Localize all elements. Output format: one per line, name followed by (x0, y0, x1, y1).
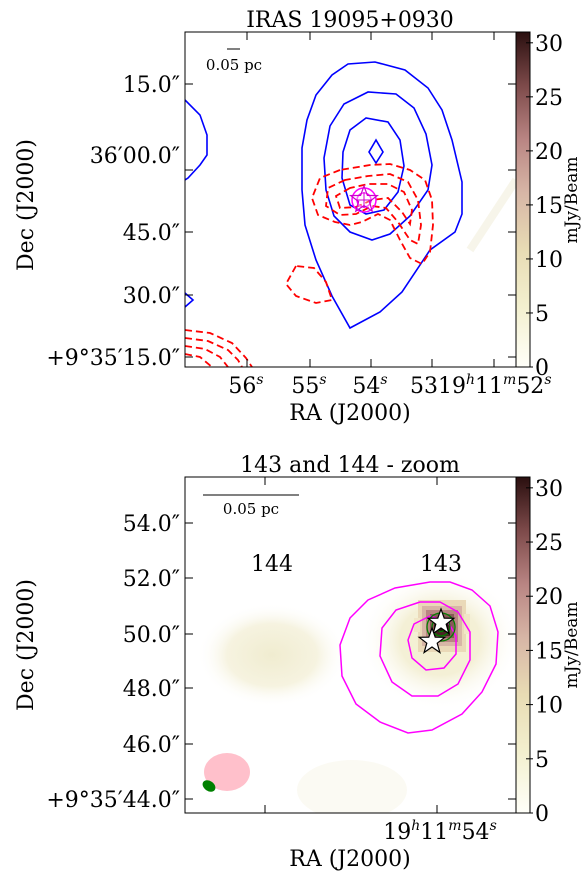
panel1-contour-red (325, 173, 422, 246)
panel1-colorbar-tick-label: 15 (535, 194, 563, 219)
panel2-colorbar-tick-label: 30 (535, 477, 563, 502)
panel2-colorbar-tick-label: 25 (535, 531, 563, 556)
panel1-xtick-label: 55s (291, 372, 326, 399)
panel1-colorbar-tick-label: 5 (535, 302, 549, 327)
panel1-ytick-label: 15.0″ (123, 73, 180, 98)
panel1-title: IRAS 19095+0930 (246, 8, 454, 33)
panel1-colorbar-ticks: 0 5 10 15 20 25 30 (526, 32, 563, 381)
panel2-colorbar-label: mJy/Beam (562, 601, 582, 688)
panel2-xlabel: RA (J2000) (289, 847, 410, 872)
panel1-contour-magenta (351, 187, 377, 213)
panel1-yticks (185, 83, 516, 358)
panel1-contour-red (334, 183, 413, 227)
panel2-beam-pink (204, 753, 250, 791)
panel2-colorbar-tick-label: 5 (535, 748, 549, 773)
panel2-colorbar-tick-label: 15 (535, 639, 563, 664)
panel1-contour-red (185, 353, 213, 367)
panel2-colorbar-tick-label: 0 (535, 802, 549, 827)
panel2-beam-green (202, 780, 216, 792)
panel1-contour-blue (323, 91, 433, 241)
panel2-colorbar-tick-label: 20 (535, 585, 563, 610)
panel1-streak (466, 177, 516, 253)
panel2-ytick-label: 46.0″ (123, 733, 180, 758)
panel1-xlabel: RA (J2000) (289, 401, 410, 426)
panel2-ytick-label: +9°35′44.0″ (46, 788, 180, 813)
panel1-xticks (246, 32, 495, 367)
panel1-colorbar-tick-label: 20 (535, 140, 563, 165)
panel2-source-label: 143 (420, 552, 462, 577)
panel1-contour-red (185, 345, 229, 367)
panel2-xtick-label: 19h11m54s (383, 818, 497, 845)
panel2-colorbar-ticks: 0 5 10 15 20 25 30 (526, 477, 563, 827)
panel1-ytick-label: 36′00.0″ (90, 144, 180, 169)
panel2-yticks (185, 522, 516, 800)
panel2-contour-magenta (379, 601, 471, 697)
panel1-contour-red (185, 337, 243, 367)
panel2-ytick-label: 50.0″ (123, 623, 180, 648)
panel1-contour-blue (301, 61, 463, 330)
panel1-colorbar-tick-label: 25 (535, 86, 563, 111)
panel1-xtick-label: 5319h11m52s (410, 372, 552, 399)
panel1-colorbar-label: mJy/Beam (562, 156, 582, 243)
panel1-scalebar-label: 0.05 pc (206, 56, 262, 74)
panel2-contour-magenta (407, 615, 457, 671)
panel1-image (185, 61, 516, 367)
panel1-ylabel: Dec (J2000) (14, 139, 39, 271)
panel1-contour-red (284, 265, 334, 304)
panel1-contour-blue (185, 99, 208, 181)
panel2-ytick-label: 54.0″ (123, 512, 180, 537)
panel1-xtick-label: 56s (228, 372, 263, 399)
panel1-plot-area (185, 32, 516, 367)
panel2-source-label: 144 (251, 552, 293, 577)
panel1-ytick-label: 45.0″ (123, 221, 180, 246)
panel2-colorbar (515, 476, 531, 814)
panel1-contour-blue (368, 138, 384, 165)
panel2-scalebar-label: 0.05 pc (223, 500, 279, 518)
panel1-colorbar-tick-label: 10 (535, 248, 563, 273)
panel1-colorbar-tick-label: 30 (535, 32, 563, 57)
panel2-star-marker (426, 607, 456, 635)
panel2-star-marker (417, 626, 447, 654)
panel1-contour-red (311, 163, 434, 266)
panel1-colorbar-tick-label: 0 (535, 356, 549, 381)
panel-1: IRAS 19095+0930 (14, 8, 582, 426)
panel1-ytick-label: 30.0″ (123, 284, 180, 309)
panel1-contour-red (185, 329, 253, 367)
panel-2: 143 and 144 - zoom (14, 453, 582, 872)
panel1-contour-blue (341, 117, 405, 215)
panel2-emission-144 (197, 603, 347, 707)
panel1-colorbar (515, 31, 531, 368)
panel2-title: 143 and 144 - zoom (240, 453, 460, 478)
panel1-ytick-label: +9°35′15.0″ (46, 346, 180, 371)
panel2-image (197, 570, 516, 813)
panel2-colorbar-tick-label: 10 (535, 694, 563, 719)
panel2-xticks (264, 477, 438, 813)
panel2-ytick-label: 48.0″ (123, 677, 180, 702)
panel2-ytick-label: 52.0″ (123, 567, 180, 592)
panel2-emission-faint (297, 760, 407, 813)
panel2-ylabel: Dec (J2000) (14, 579, 39, 711)
panel2-contour-magenta (339, 581, 499, 734)
panel1-xtick-label: 54s (352, 372, 387, 399)
